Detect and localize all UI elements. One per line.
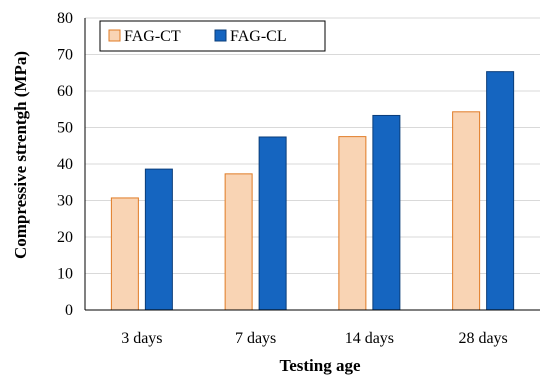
axes	[84, 18, 540, 311]
y-tick-label: 70	[57, 47, 73, 64]
y-tick-label: 30	[57, 193, 73, 210]
x-tick-labels: 3 days 7 days 14 days 28 days	[121, 330, 508, 347]
y-tick-label: 0	[65, 302, 73, 319]
y-tick-label: 20	[57, 229, 73, 246]
legend-swatch-fag-ct	[108, 29, 121, 42]
x-tick-label: 28 days	[458, 330, 507, 347]
x-axis-title: Testing age	[279, 356, 361, 375]
x-tick-label: 14 days	[345, 330, 394, 347]
bar-fag-ct-4	[452, 111, 481, 311]
legend-swatch-fag-cl	[214, 29, 227, 42]
legend-label-fag-ct: FAG-CT	[124, 28, 181, 45]
y-tick-label: 60	[57, 83, 73, 100]
y-axis-title: Compressive strentgh (MPa)	[11, 51, 30, 259]
bar-fag-cl-4	[486, 71, 515, 311]
bars	[110, 71, 515, 311]
bar-fag-cl-1	[144, 168, 173, 311]
legend-label-fag-cl: FAG-CL	[230, 28, 287, 45]
bar-fag-ct-1	[110, 197, 139, 311]
bar-fag-cl-2	[258, 136, 287, 311]
bar-fag-ct-2	[224, 173, 253, 311]
y-tick-label: 10	[57, 266, 73, 283]
x-tick-label: 7 days	[235, 330, 276, 347]
y-tick-label: 80	[57, 10, 73, 27]
legend: FAG-CT FAG-CL	[99, 20, 326, 52]
y-tick-labels: 0 10 20 30 40 50 60 70 80	[57, 10, 73, 319]
bar-fag-ct-3	[338, 136, 367, 311]
y-tick-label: 40	[57, 156, 73, 173]
legend-box	[99, 20, 326, 52]
x-tick-label: 3 days	[121, 330, 162, 347]
y-tick-label: 50	[57, 120, 73, 137]
bar-fag-cl-3	[372, 114, 401, 311]
